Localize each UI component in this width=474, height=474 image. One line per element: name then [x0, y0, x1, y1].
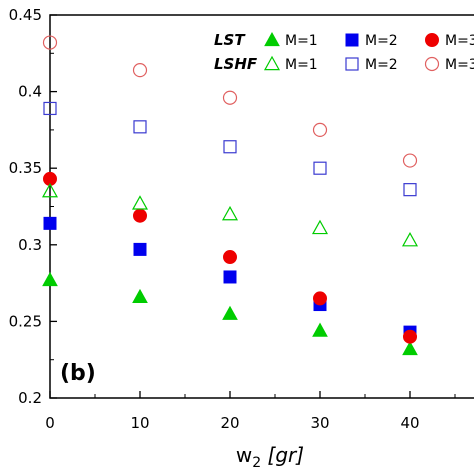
legend-marker [425, 33, 439, 47]
y-tick-label: 0.35 [9, 159, 42, 177]
x-tick-label: 10 [130, 414, 149, 432]
point-lst-m2 [223, 270, 237, 284]
x-tick-label: 40 [400, 414, 419, 432]
x-tick-label: 20 [220, 414, 239, 432]
point-lshf-m2 [43, 101, 57, 116]
point-lshf-m3 [132, 63, 148, 78]
legend-label: M=2 [365, 33, 398, 49]
point-lst-m1 [222, 305, 238, 320]
y-tick-label: 0.4 [18, 83, 42, 101]
point-lshf-m1 [311, 219, 329, 235]
point-lshf-m2 [133, 120, 147, 134]
point-lshf-m2 [313, 161, 327, 175]
legend-marker [424, 56, 440, 72]
x-axis-label: w2 [gr] [236, 443, 304, 471]
y-tick-label: 0.25 [9, 312, 42, 330]
legend-label: M=2 [365, 57, 398, 73]
legend-marker [345, 33, 359, 47]
point-lshf-m1 [221, 205, 239, 221]
point-lshf-m3 [42, 35, 58, 50]
point-lst-m3 [223, 250, 237, 265]
tick-labels: 0.2 0.25 0.3 0.35 0.4 0.45 0 10 20 30 40 [9, 6, 420, 432]
legend-label: M=1 [285, 33, 318, 49]
axes [49, 14, 474, 399]
legend-label: M=3 [445, 33, 474, 49]
legend-group-lshf: LSHF [214, 55, 258, 73]
x-tick-label: 0 [45, 414, 55, 432]
legend-marker [264, 31, 280, 47]
point-lst-m3 [313, 291, 327, 306]
point-lshf-m3 [222, 90, 238, 105]
point-lshf-m3 [402, 153, 418, 168]
point-lst-m1 [132, 288, 148, 303]
point-lshf-m1 [401, 231, 419, 247]
point-lshf-m1 [131, 195, 149, 210]
legend-label: M=1 [285, 57, 318, 73]
point-lst-m2 [133, 242, 147, 256]
legend-marker [345, 57, 359, 71]
legend-group-lst: LST [214, 31, 246, 49]
y-tick-label: 0.45 [9, 6, 42, 24]
legend: LST LSHF M=1 M=2 M=3 M=1 M=2 M=3 [214, 31, 474, 73]
panel-label: (b) [60, 361, 96, 386]
point-lst-m2 [43, 216, 57, 230]
point-lshf-m2 [223, 140, 237, 154]
data-points [41, 35, 419, 356]
point-lst-m3 [133, 208, 147, 223]
point-lshf-m3 [312, 122, 328, 137]
point-lst-m3 [403, 329, 417, 344]
point-lshf-m1 [41, 182, 59, 198]
legend-marker [263, 55, 281, 71]
x-tick-label: 30 [310, 414, 329, 432]
legend-label: M=3 [445, 57, 474, 73]
point-lst-m3 [43, 171, 57, 186]
y-tick-label: 0.2 [18, 389, 42, 407]
point-lshf-m2 [403, 183, 417, 197]
point-lst-m1 [402, 340, 418, 356]
y-tick-label: 0.3 [18, 236, 42, 254]
point-lst-m1 [312, 322, 328, 337]
point-lst-m1 [42, 272, 58, 287]
